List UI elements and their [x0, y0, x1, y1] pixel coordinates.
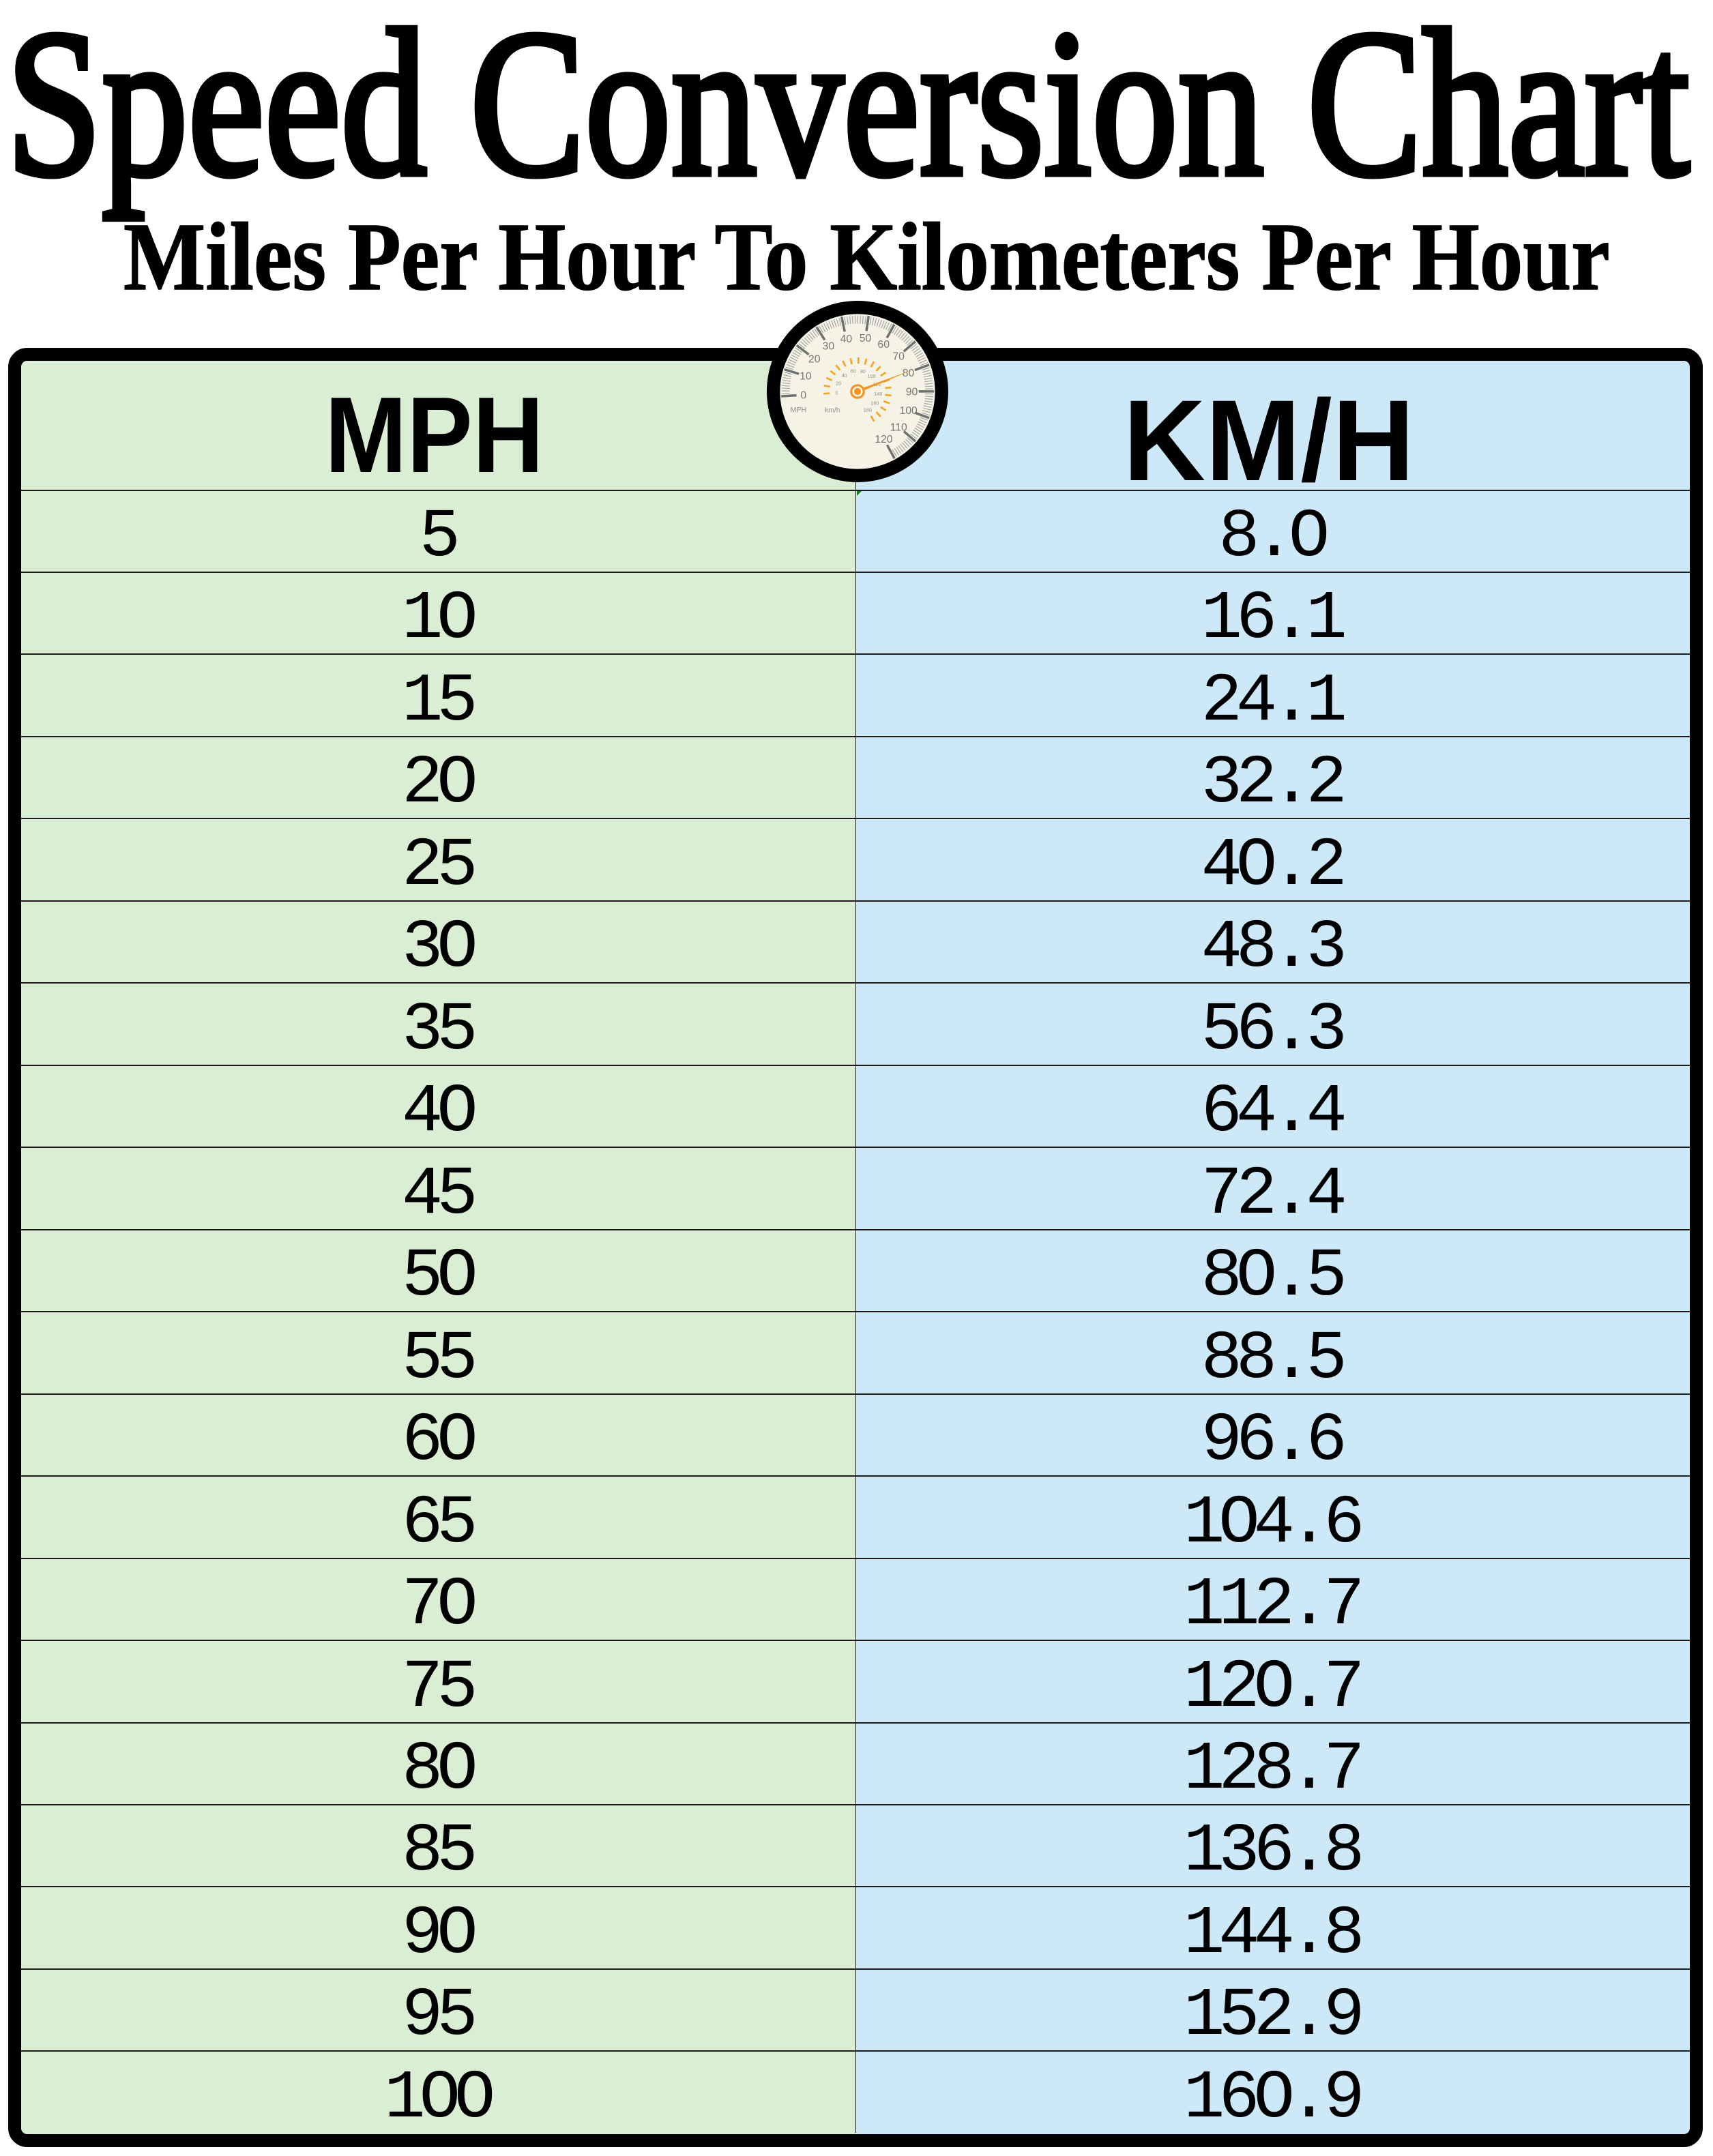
svg-text:20: 20 [808, 353, 821, 365]
svg-text:140: 140 [874, 392, 882, 397]
svg-text:0: 0 [800, 389, 806, 401]
svg-text:50: 50 [860, 332, 872, 344]
svg-text:70: 70 [892, 351, 905, 362]
svg-text:90: 90 [906, 386, 918, 398]
svg-text:60: 60 [851, 368, 856, 374]
svg-text:10: 10 [800, 370, 812, 382]
svg-text:20: 20 [836, 381, 841, 386]
svg-text:0: 0 [836, 390, 838, 396]
svg-text:40: 40 [842, 372, 847, 378]
svg-text:100: 100 [868, 373, 876, 379]
svg-text:120: 120 [875, 434, 893, 445]
svg-text:30: 30 [823, 340, 835, 352]
svg-text:80: 80 [860, 368, 866, 374]
svg-text:80: 80 [903, 367, 915, 379]
svg-text:110: 110 [890, 422, 907, 433]
svg-text:100: 100 [899, 405, 918, 417]
svg-text:60: 60 [877, 338, 890, 350]
svg-text:180: 180 [864, 407, 872, 413]
svg-text:km/h: km/h [825, 407, 840, 414]
svg-text:40: 40 [840, 333, 853, 344]
svg-text:160: 160 [870, 400, 879, 406]
svg-text:MPH: MPH [790, 406, 806, 414]
